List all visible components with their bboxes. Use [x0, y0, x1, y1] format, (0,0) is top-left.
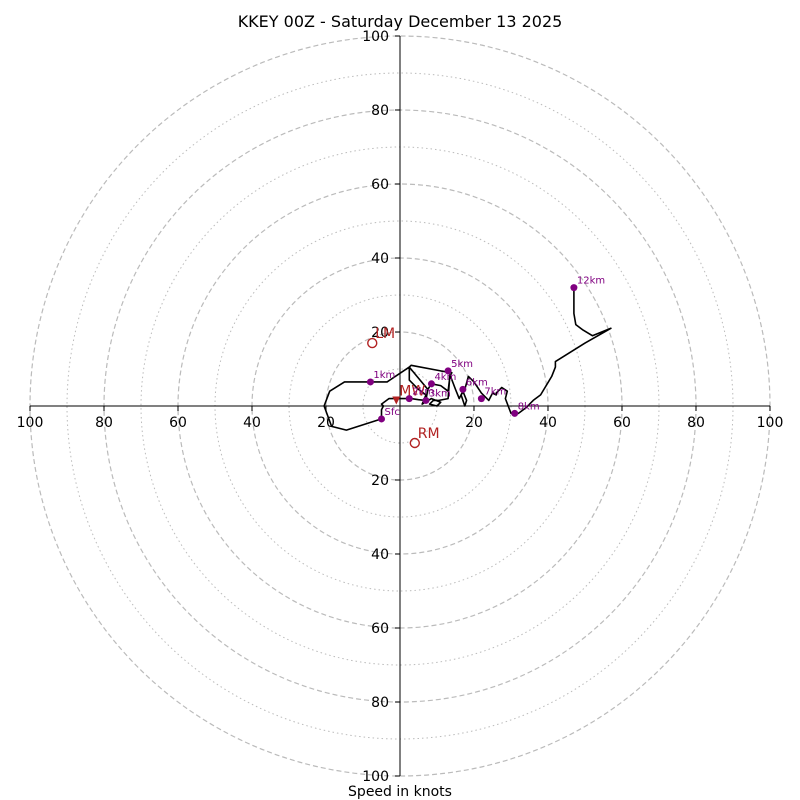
height-marker-4km [427, 380, 435, 388]
height-marker-5km [444, 367, 452, 375]
tick-label-y-top-20: 20 [371, 325, 389, 341]
height-label-7km: 7km [484, 387, 506, 398]
mw-marker [392, 396, 401, 405]
tick-label-x-right-60: 60 [613, 415, 631, 431]
tick-label-y-top-40: 40 [371, 251, 389, 267]
height-marker-1km [366, 378, 374, 386]
chart-title: KKEY 00Z - Saturday December 13 2025 [238, 12, 563, 31]
height-marker-7km [477, 395, 485, 403]
height-marker-12km [570, 284, 578, 292]
tick-label-x-left-100: 100 [17, 415, 44, 431]
height-marker-2km [405, 395, 413, 403]
height-label-8km: 8km [518, 401, 540, 412]
height-marker-8km [511, 409, 519, 417]
axes [30, 36, 770, 776]
tick-label-y-bottom-100: 100 [362, 769, 389, 785]
height-marker-sfc [378, 415, 385, 423]
tick-label-y-top-60: 60 [371, 177, 389, 193]
storm-motions: LM RM MW [367, 326, 440, 449]
tick-label-x-left-80: 80 [95, 415, 113, 431]
x-axis-label: Speed in knots [348, 784, 452, 800]
axis-ticks: 100 80 60 40 20 20 40 60 80 100 100 80 60 40 20 20 40 60 8… [17, 29, 784, 785]
height-label-2km: 2km [412, 387, 434, 398]
tick-label-y-bottom-20: 20 [371, 473, 389, 489]
tick-label-x-right-80: 80 [687, 415, 705, 431]
height-label-1km: 1km [373, 370, 395, 381]
tick-label-x-left-60: 60 [169, 415, 187, 431]
tick-label-x-left-20: 20 [317, 415, 335, 431]
tick-label-x-right-100: 100 [757, 415, 784, 431]
lm-marker [367, 337, 378, 349]
height-label-3km: 3km [429, 388, 451, 399]
height-label-5km: 5km [451, 359, 473, 370]
height-label-sfc: Sfc [385, 407, 400, 418]
tick-label-x-right-20: 20 [465, 415, 483, 431]
height-marker-3km [422, 396, 430, 404]
tick-label-y-bottom-60: 60 [371, 621, 389, 637]
height-label-6km: 6km [466, 377, 488, 388]
tick-label-y-bottom-80: 80 [371, 695, 389, 711]
height-marker-6km [459, 385, 467, 393]
tick-label-y-top-100: 100 [362, 29, 389, 45]
tick-label-y-top-80: 80 [371, 103, 389, 119]
rm-label: RM [418, 426, 440, 442]
height-label-4km: 4km [434, 372, 456, 383]
height-label-12km: 12km [577, 276, 605, 287]
tick-label-x-left-40: 40 [243, 415, 261, 431]
tick-label-y-bottom-40: 40 [371, 547, 389, 563]
mw-label: MW [399, 383, 425, 399]
lm-label: LM [375, 326, 395, 342]
tick-label-x-right-40: 40 [539, 415, 557, 431]
rm-marker [409, 437, 420, 449]
